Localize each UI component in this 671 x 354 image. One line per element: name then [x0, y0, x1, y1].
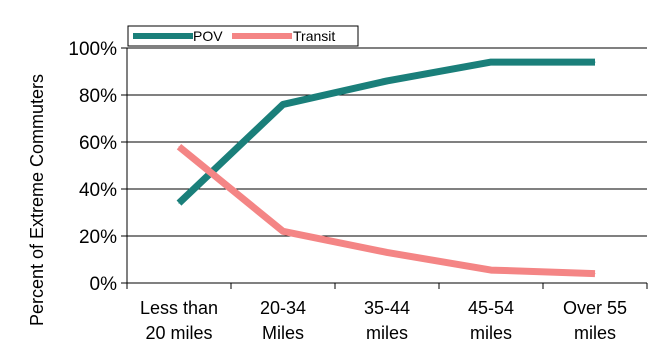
series-lines — [176, 58, 596, 278]
x-axis-ticks: Less than 20 miles 20-34 Miles 35-44 miles 45-… — [126, 283, 648, 343]
data-point-pov — [282, 103, 284, 105]
data-point-transit — [178, 146, 180, 148]
y-axis-ticks: 0% 20% 40% 60% 80% 100% — [68, 39, 127, 295]
series-line-transit — [176, 143, 596, 278]
legend-label-pov: POV — [193, 28, 223, 44]
x-tick-label: 45-54 — [468, 298, 514, 318]
data-point-transit — [282, 230, 284, 232]
x-tick-label: Miles — [262, 323, 304, 343]
data-point-pov — [594, 61, 596, 63]
y-tick-label: 100% — [68, 39, 117, 60]
x-tick-label: 35-44 — [364, 298, 410, 318]
x-tick-label: miles — [470, 323, 512, 343]
x-tick-label: miles — [366, 323, 408, 343]
x-tick-label: 20-34 — [260, 298, 306, 318]
data-point-transit — [594, 273, 596, 275]
x-tick-label: Less than — [140, 298, 218, 318]
legend-label-transit: Transit — [293, 28, 335, 44]
y-tick-label: 60% — [79, 133, 117, 154]
x-tick-label: miles — [574, 323, 616, 343]
y-axis-title: Percent of Extreme Commuters — [27, 74, 47, 326]
y-tick-label: 80% — [79, 86, 117, 107]
data-point-transit — [490, 269, 492, 271]
y-tick-label: 0% — [90, 274, 118, 295]
x-tick-label: Over 55 — [563, 298, 627, 318]
data-point-pov — [490, 61, 492, 63]
y-tick-label: 40% — [79, 180, 117, 201]
legend: POV Transit — [127, 25, 359, 47]
gridlines — [127, 47, 647, 237]
data-point-pov — [178, 202, 180, 204]
y-tick-label: 20% — [79, 227, 117, 248]
x-tick-label: 20 miles — [145, 323, 212, 343]
data-point-transit — [386, 251, 388, 253]
data-point-pov — [386, 80, 388, 82]
series-line-pov — [176, 58, 595, 206]
